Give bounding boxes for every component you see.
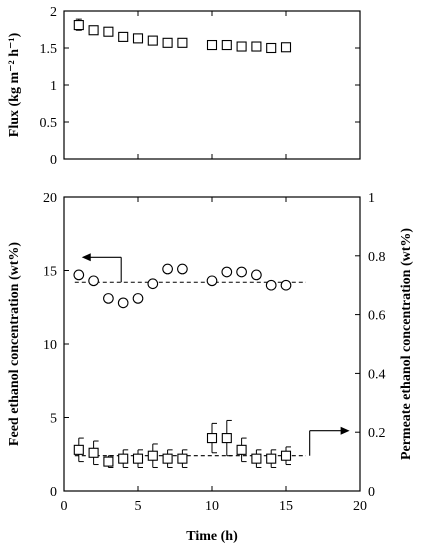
permeate-point	[266, 453, 277, 464]
feed-point	[251, 269, 262, 281]
permeate-arrowhead	[340, 426, 350, 435]
feed-point	[221, 266, 233, 278]
flux-point	[266, 42, 277, 54]
flux-x-axis	[63, 11, 361, 159]
permeate-point	[132, 453, 144, 464]
permeate-point	[118, 453, 129, 464]
permeate-y-tick-label: 0.6	[368, 309, 386, 324]
flux-y-axis: 0 0.5 1 1.5 2	[40, 5, 360, 168]
flux-y-tick-label: 1	[50, 79, 57, 94]
time-x-tick-label: 0	[61, 499, 68, 514]
feed-y-axis: 0 5 10 15 20	[43, 191, 69, 500]
permeate-y-tick-label: 1	[368, 191, 375, 206]
permeate-series	[73, 419, 292, 468]
feed-y-tick-label: 20	[43, 191, 57, 206]
flux-point	[103, 26, 114, 37]
axis-arrows	[81, 253, 350, 456]
permeate-point	[88, 447, 99, 458]
feed-y-tick-label: 5	[50, 412, 57, 427]
feed-y-tick-label: 0	[50, 485, 57, 500]
permeate-point	[147, 450, 158, 461]
flux-y-tick-label: 0	[50, 153, 57, 168]
permeate-y-tick-label: 0.2	[368, 426, 386, 441]
permeate-y-label: Permeate ethanol concentration (wt%)	[399, 228, 414, 460]
time-x-tick-label: 15	[279, 499, 293, 514]
flux-point	[206, 39, 218, 51]
time-x-axis: 0 5 10 15 20	[61, 197, 367, 514]
feed-point	[88, 275, 99, 287]
mean-lines	[74, 281, 306, 457]
flux-series	[73, 18, 292, 54]
feed-point	[162, 263, 173, 275]
feed-point	[103, 293, 114, 304]
flux-point	[236, 41, 247, 52]
permeate-point	[251, 453, 262, 464]
feed-point	[147, 278, 159, 290]
permeate-point	[103, 456, 114, 467]
feed-point	[73, 269, 85, 281]
flux-point	[221, 39, 232, 51]
feed-point	[117, 297, 129, 309]
permeate-point	[73, 444, 84, 455]
flux-point	[147, 35, 158, 46]
flux-point	[132, 33, 144, 44]
flux-point	[280, 42, 292, 53]
flux-y-tick-label: 1.5	[40, 42, 58, 57]
feed-point	[206, 275, 218, 287]
feed-arrowhead	[81, 253, 91, 262]
concentration-panel: 0 5 10 15 20 0 0.2 0.4 0.6 0.8 1 0 5 10 15 20 Feed et…	[7, 191, 414, 544]
permeate-point	[221, 433, 232, 444]
time-x-label: Time (h)	[186, 529, 238, 544]
time-x-tick-label: 20	[353, 499, 367, 514]
feed-y-label: Feed ethanol concentration (wt%)	[7, 242, 22, 446]
flux-point	[177, 37, 188, 48]
permeate-point	[162, 453, 173, 464]
flux-point	[88, 25, 99, 36]
flux-y-tick-label: 2	[50, 5, 57, 20]
feed-point	[132, 293, 144, 304]
time-x-tick-label: 10	[205, 499, 219, 514]
permeate-point	[206, 433, 218, 444]
feed-y-tick-label: 15	[43, 265, 57, 280]
feed-y-tick-label: 10	[43, 338, 57, 353]
feed-point	[236, 266, 247, 278]
flux-y-tick-label: 0.5	[40, 116, 58, 131]
flux-point	[73, 20, 84, 31]
flux-point	[251, 41, 262, 52]
flux-y-label: Flux (kg m⁻² h⁻¹)	[7, 32, 22, 137]
permeate-y-axis: 0 0.2 0.4 0.6 0.8 1	[355, 191, 386, 500]
feed-point	[280, 279, 292, 291]
permeate-y-tick-label: 0.4	[368, 367, 386, 382]
time-x-tick-label: 5	[135, 499, 142, 514]
feed-point	[265, 279, 277, 291]
feed-point	[177, 263, 188, 275]
flux-point	[162, 37, 173, 48]
flux-point	[118, 31, 129, 42]
permeate-y-tick-label: 0.8	[368, 250, 386, 265]
permeate-point	[236, 444, 247, 455]
permeate-y-tick-label: 0	[368, 485, 375, 500]
feed-series	[73, 263, 292, 309]
permeate-point	[280, 450, 292, 461]
permeate-point	[177, 453, 188, 464]
flux-panel: 0 0.5 1 1.5 2 Flux (kg m⁻² h⁻¹)	[7, 5, 361, 168]
